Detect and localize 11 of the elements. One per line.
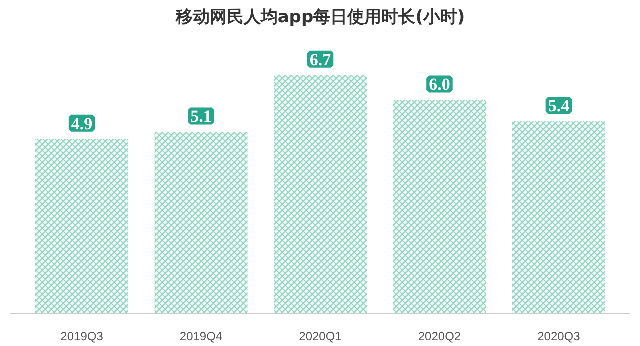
- data-label: 5.1: [190, 107, 212, 126]
- data-label: 4.9: [71, 114, 93, 134]
- x-tick-label: 2019Q3: [60, 330, 104, 344]
- data-label: 6.0: [429, 75, 450, 94]
- data-label: 6.7: [310, 50, 332, 70]
- x-tick-label: 2020Q1: [299, 330, 342, 344]
- chart-title: 移动网民人均app每日使用时长(小时): [174, 8, 466, 28]
- x-tick-label: 2019Q4: [180, 330, 223, 344]
- data-label: 5.4: [548, 96, 570, 116]
- x-tick-label: 2020Q2: [418, 330, 462, 344]
- x-tick-label: 2020Q3: [538, 330, 581, 344]
